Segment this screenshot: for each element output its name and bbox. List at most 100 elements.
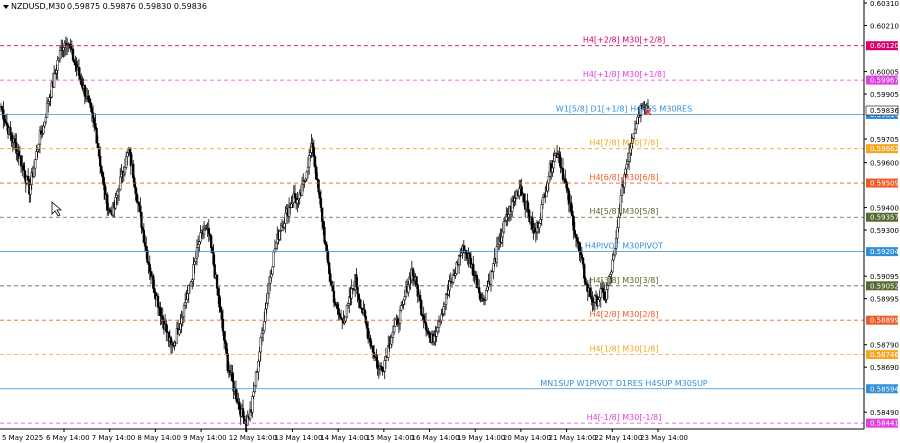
candle-body — [152, 275, 155, 289]
candle-body — [279, 230, 282, 232]
candle-body — [9, 127, 12, 135]
candle-body — [219, 307, 222, 312]
candle-body — [71, 48, 75, 61]
time-axis: 5 May 2025 6 May 14:00 7 May 14:00 8 May 14… — [0, 428, 864, 442]
candle-body — [135, 193, 138, 202]
candle-body — [91, 112, 95, 119]
candle-body — [261, 330, 265, 334]
candle-body — [257, 360, 260, 372]
candle-body — [522, 193, 526, 203]
candle-body — [364, 315, 367, 324]
candle-body — [398, 309, 402, 324]
price-tick-label: 0.58790 — [870, 342, 899, 350]
candle-body — [207, 228, 210, 235]
candle-body — [606, 285, 610, 290]
candle-body — [468, 253, 471, 259]
candle-body — [416, 284, 419, 297]
candle-body — [625, 163, 628, 170]
candle-body — [89, 102, 92, 109]
candle-body — [232, 380, 235, 392]
candle-body — [501, 231, 504, 238]
candle-body — [272, 251, 275, 268]
candle-body — [363, 309, 366, 317]
candle-body — [259, 337, 262, 353]
candle-body — [583, 264, 586, 279]
candle-body — [344, 316, 347, 322]
candle-body — [90, 107, 94, 113]
candle-body — [36, 149, 39, 152]
candle-body — [551, 167, 554, 173]
candle-body — [224, 340, 227, 344]
candle-body — [507, 214, 510, 218]
candle-body — [210, 235, 213, 248]
chart-header: NZDUSD,M30 0.59875 0.59876 0.59830 0.598… — [3, 2, 207, 11]
candle-body — [436, 327, 439, 332]
candle-body — [284, 212, 287, 224]
candle-body — [269, 276, 272, 284]
candle-body — [612, 254, 615, 261]
candle-body — [500, 236, 503, 243]
candle-body — [318, 191, 321, 199]
candle-body — [323, 227, 326, 243]
candle-body — [186, 293, 189, 300]
candle-body — [52, 73, 56, 88]
candle-body — [145, 246, 148, 251]
candle-body — [389, 343, 392, 349]
level-label: H4[5/8] M30[5/8] — [590, 207, 659, 216]
candle-body — [538, 223, 541, 229]
level-label: H4[+2/8] M30[+2/8] — [583, 36, 665, 45]
current-price-value: 0.59836 — [870, 107, 899, 115]
candle-body — [93, 117, 96, 124]
candle-body — [153, 288, 156, 293]
candle-body — [420, 300, 423, 315]
time-tick-label: 20 May 14:00 — [503, 434, 551, 442]
candle-body — [78, 75, 82, 80]
level-tag-value: 0.58441 — [870, 420, 899, 428]
candle-body — [142, 229, 146, 243]
dropdown-icon[interactable] — [3, 5, 9, 9]
candle-body — [44, 117, 48, 123]
candle-body — [234, 388, 238, 400]
level-tag-value: 0.58899 — [870, 317, 899, 325]
price-tick-label: 0.59300 — [870, 227, 899, 235]
level-tag — [866, 75, 898, 85]
candle-body — [102, 176, 105, 186]
candle-body — [73, 59, 76, 63]
price-tick-label: 0.58490 — [870, 409, 899, 417]
candlestick-series — [0, 36, 650, 433]
candle-body — [375, 357, 378, 361]
candle-body — [101, 172, 104, 178]
time-tick-label: 7 May 14:00 — [92, 434, 136, 442]
candle-body — [274, 242, 278, 249]
candle-body — [553, 155, 556, 162]
candle-body — [23, 169, 26, 179]
candle-body — [636, 116, 639, 125]
candle-body — [30, 172, 33, 185]
candle-body — [271, 266, 274, 275]
candle-body — [42, 125, 45, 134]
candle-body — [137, 202, 141, 206]
candle-body — [581, 257, 585, 265]
candle-body — [313, 156, 317, 168]
candle-body — [567, 190, 571, 205]
candle-body — [591, 298, 594, 302]
level-tag — [866, 144, 898, 154]
candle-body — [56, 59, 59, 71]
candle-body — [502, 221, 506, 233]
candle-body — [43, 121, 46, 127]
candle-body — [128, 149, 131, 153]
price-tick-label: 0.59905 — [870, 91, 899, 99]
candle-body — [496, 244, 500, 248]
candle-body — [552, 161, 555, 169]
candle-body — [218, 295, 221, 308]
candle-body — [578, 243, 581, 252]
candle-body — [635, 123, 638, 130]
candle-body — [339, 316, 343, 319]
candle-body — [179, 323, 182, 331]
time-tick-label: 12 May 14:00 — [229, 434, 277, 442]
candle-body — [559, 157, 562, 168]
candle-body — [541, 197, 545, 205]
candle-body — [383, 360, 386, 372]
candle-body — [55, 70, 58, 74]
